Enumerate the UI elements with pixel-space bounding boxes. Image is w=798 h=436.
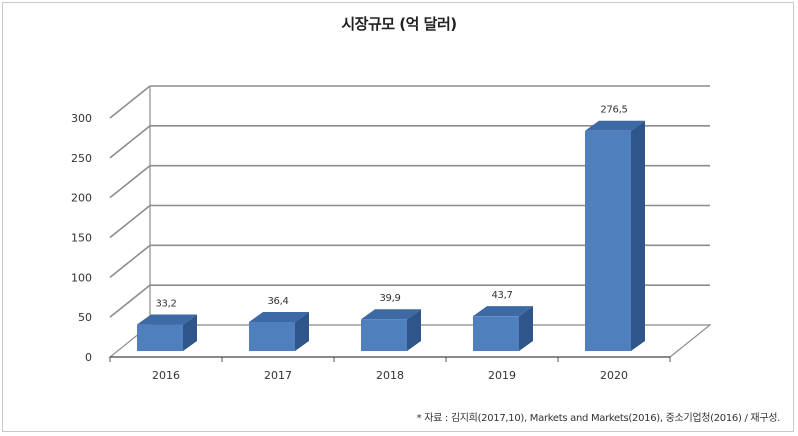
chart-title: 시장규모 (억 달러)	[341, 15, 457, 33]
gridline-diagonal-200	[109, 165, 151, 199]
data-label: 39,9	[379, 293, 400, 304]
source-note: * 자료 : 김지희(2017,10), Markets and Markets…	[416, 413, 781, 424]
bar-front	[249, 322, 295, 351]
bar-front	[473, 316, 519, 351]
bar-side	[183, 314, 197, 351]
bar-top	[137, 314, 197, 325]
bar-side	[631, 120, 645, 351]
bar-front	[137, 324, 183, 351]
bars	[137, 120, 645, 351]
gridline-diagonal-150	[109, 204, 151, 239]
y-tick-label: 50	[78, 311, 92, 324]
x-tick-label: 2018	[376, 369, 404, 382]
x-tick-labels: 2016 2017 2018 2019 2020	[152, 369, 628, 382]
y-tick-label: 250	[71, 152, 92, 165]
x-tick-label: 2020	[600, 369, 628, 382]
chart-frame	[2, 2, 794, 432]
data-label: 276,5	[600, 105, 627, 116]
bar-2018	[361, 309, 421, 351]
bar-2016	[137, 314, 197, 351]
data-labels: 33,2 36,4 39,9 43,7 276,5	[155, 105, 627, 310]
bar-2019	[473, 306, 533, 351]
bar-top	[585, 120, 645, 131]
bar-front	[585, 130, 631, 351]
y-tick-label: 200	[71, 192, 92, 205]
y-tick-label: 0	[85, 351, 92, 364]
data-label: 36,4	[267, 296, 288, 307]
y-tick-label: 300	[71, 112, 92, 125]
x-tick-label: 2017	[264, 369, 292, 382]
bar-top	[361, 309, 421, 320]
bar-top	[249, 312, 309, 323]
y-tick-label: 150	[71, 232, 92, 245]
x-tick-label: 2016	[152, 369, 180, 382]
gridline-diagonal-300	[109, 85, 151, 119]
gridline-diagonal-50	[109, 284, 151, 318]
gridline-diagonal-100	[109, 244, 151, 278]
data-label: 43,7	[491, 290, 512, 301]
x-tick-label: 2019	[488, 369, 516, 382]
data-label: 33,2	[155, 299, 176, 310]
bar-front	[361, 319, 407, 351]
y-tick-labels: 0 50 100 150 200 250 300	[71, 112, 92, 364]
bar-side	[407, 309, 421, 351]
bar-side	[295, 312, 309, 351]
bar-2020	[585, 120, 645, 351]
gridline-diagonal-250	[109, 125, 151, 159]
bar-top	[473, 306, 533, 317]
bar-side	[519, 306, 533, 351]
bar-2017	[249, 312, 309, 351]
y-tick-label: 100	[71, 271, 92, 284]
